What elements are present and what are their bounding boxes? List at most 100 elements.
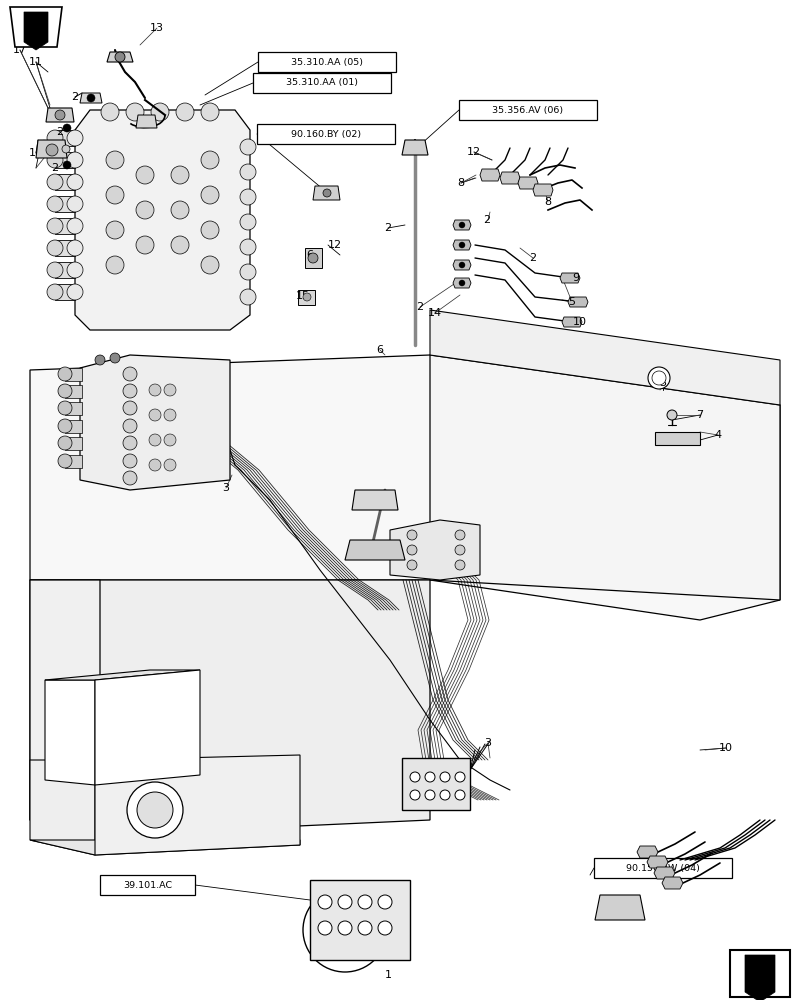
Circle shape: [67, 152, 83, 168]
Circle shape: [459, 280, 465, 286]
Polygon shape: [560, 273, 580, 283]
Text: 10: 10: [719, 743, 733, 753]
Circle shape: [201, 186, 219, 204]
Polygon shape: [75, 110, 250, 330]
Bar: [253, 73, 391, 93]
Circle shape: [318, 895, 332, 909]
Circle shape: [149, 459, 161, 471]
Circle shape: [171, 236, 189, 254]
Bar: [594, 858, 732, 878]
Polygon shape: [55, 196, 75, 212]
Text: 3: 3: [659, 378, 667, 388]
Polygon shape: [95, 755, 300, 855]
Bar: [310, 880, 410, 960]
Circle shape: [126, 103, 144, 121]
Polygon shape: [10, 7, 62, 47]
Text: 39.101.AC: 39.101.AC: [123, 880, 172, 890]
Circle shape: [410, 772, 420, 782]
Circle shape: [47, 262, 63, 278]
Polygon shape: [430, 310, 780, 405]
Text: 13: 13: [321, 187, 335, 197]
Text: 2: 2: [52, 163, 58, 173]
Polygon shape: [80, 93, 102, 103]
Circle shape: [171, 201, 189, 219]
Circle shape: [62, 145, 70, 153]
Circle shape: [46, 144, 58, 156]
Polygon shape: [637, 846, 658, 858]
Circle shape: [407, 560, 417, 570]
Text: 11: 11: [406, 143, 420, 153]
Circle shape: [455, 530, 465, 540]
Circle shape: [315, 900, 375, 960]
Circle shape: [240, 214, 256, 230]
Bar: [100, 875, 195, 895]
Circle shape: [115, 52, 125, 62]
Circle shape: [67, 284, 83, 300]
Circle shape: [459, 242, 465, 248]
Circle shape: [240, 239, 256, 255]
Circle shape: [149, 384, 161, 396]
Polygon shape: [46, 108, 74, 122]
Circle shape: [123, 401, 137, 415]
Polygon shape: [390, 520, 480, 580]
Circle shape: [240, 189, 256, 205]
Circle shape: [459, 222, 465, 228]
Circle shape: [123, 436, 137, 450]
Polygon shape: [65, 437, 82, 450]
Circle shape: [164, 459, 176, 471]
Text: 8: 8: [545, 197, 552, 207]
Polygon shape: [654, 867, 675, 879]
Circle shape: [67, 130, 83, 146]
Text: 16: 16: [29, 148, 43, 158]
Circle shape: [137, 792, 173, 828]
Text: 3: 3: [485, 738, 491, 748]
Polygon shape: [453, 260, 471, 270]
Circle shape: [47, 196, 63, 212]
Circle shape: [440, 790, 450, 800]
Circle shape: [410, 790, 420, 800]
Polygon shape: [55, 262, 75, 278]
Polygon shape: [518, 177, 538, 189]
Circle shape: [318, 921, 332, 935]
Text: 6: 6: [377, 345, 384, 355]
Circle shape: [67, 218, 83, 234]
Circle shape: [95, 355, 105, 365]
Polygon shape: [453, 278, 471, 288]
Circle shape: [123, 454, 137, 468]
Circle shape: [201, 256, 219, 274]
Circle shape: [667, 410, 677, 420]
Circle shape: [164, 384, 176, 396]
Text: 2: 2: [57, 127, 64, 137]
Circle shape: [67, 196, 83, 212]
Polygon shape: [568, 297, 588, 307]
Circle shape: [240, 264, 256, 280]
Circle shape: [338, 921, 352, 935]
Circle shape: [47, 218, 63, 234]
Circle shape: [151, 103, 169, 121]
Text: 4: 4: [714, 430, 722, 440]
Circle shape: [455, 772, 465, 782]
Circle shape: [67, 174, 83, 190]
Circle shape: [58, 384, 72, 398]
Text: 35.310.AA (01): 35.310.AA (01): [286, 79, 358, 88]
Polygon shape: [745, 955, 775, 1000]
Circle shape: [136, 201, 154, 219]
Text: 11: 11: [29, 57, 43, 67]
Circle shape: [308, 253, 318, 263]
Polygon shape: [55, 240, 75, 256]
Polygon shape: [80, 355, 230, 490]
Text: 90.150.AW (04): 90.150.AW (04): [626, 863, 700, 872]
Bar: [730, 950, 790, 997]
Circle shape: [407, 545, 417, 555]
Text: 2: 2: [71, 92, 78, 102]
Polygon shape: [298, 290, 315, 305]
Polygon shape: [45, 670, 200, 680]
Circle shape: [358, 921, 372, 935]
Circle shape: [47, 152, 63, 168]
Circle shape: [106, 186, 124, 204]
Text: 13: 13: [150, 23, 164, 33]
Polygon shape: [55, 284, 75, 300]
Circle shape: [47, 130, 63, 146]
Text: 9: 9: [654, 870, 662, 880]
Circle shape: [171, 166, 189, 184]
